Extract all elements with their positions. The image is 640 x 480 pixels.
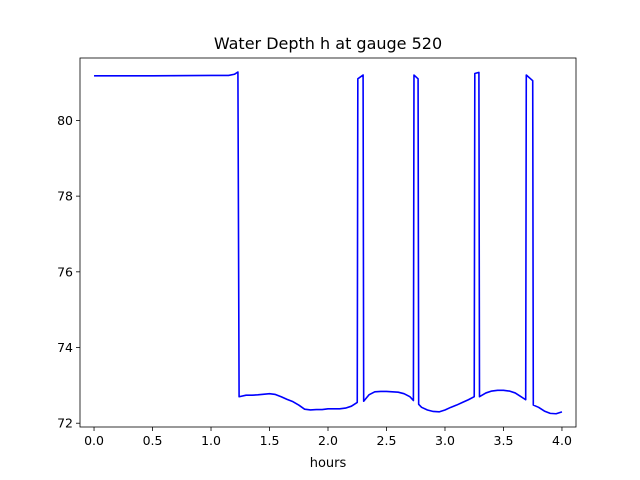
x-tick-label: 1.5 bbox=[260, 433, 280, 448]
y-tick-label: 72 bbox=[57, 416, 73, 431]
x-tick-label: 4.0 bbox=[552, 433, 572, 448]
y-axis-ticks: 72 74 76 78 80 bbox=[57, 113, 80, 431]
plot-area bbox=[94, 71, 563, 415]
y-tick-label: 74 bbox=[57, 340, 73, 355]
x-tick-label: 2.5 bbox=[377, 433, 397, 448]
x-tick-label: 0.0 bbox=[84, 433, 104, 448]
x-axis-ticks: 0.0 0.5 1.0 1.5 2.0 2.5 3.0 3.5 4.0 bbox=[84, 427, 572, 448]
x-axis-label: hours bbox=[310, 456, 347, 471]
y-tick-label: 80 bbox=[57, 113, 73, 128]
chart-title: Water Depth h at gauge 520 bbox=[214, 34, 442, 53]
x-tick-label: 3.0 bbox=[435, 433, 455, 448]
x-tick-label: 3.5 bbox=[494, 433, 514, 448]
x-tick-label: 0.5 bbox=[143, 433, 163, 448]
series-line-0 bbox=[94, 71, 563, 415]
x-tick-label: 2.0 bbox=[318, 433, 338, 448]
y-tick-label: 76 bbox=[57, 264, 73, 279]
x-tick-label: 1.0 bbox=[201, 433, 221, 448]
plot-frame bbox=[79, 57, 577, 428]
y-tick-label: 78 bbox=[57, 189, 73, 204]
